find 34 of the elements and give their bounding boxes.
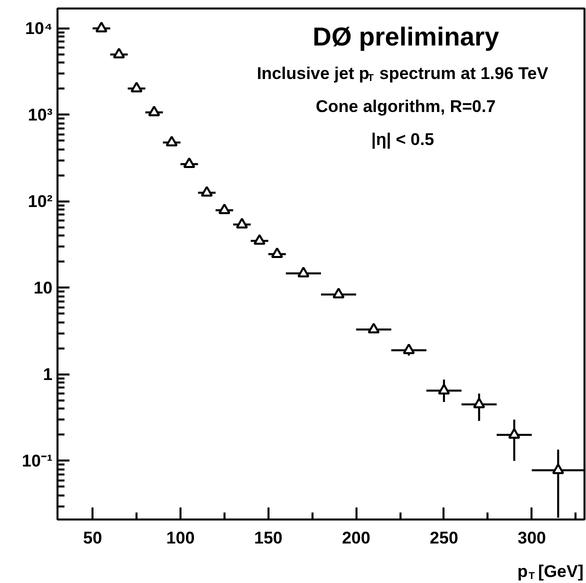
x-tick-label: 100	[166, 528, 195, 548]
point	[438, 384, 450, 394]
y-tick-label: 10	[34, 278, 53, 298]
point	[166, 136, 178, 146]
point	[148, 106, 160, 116]
y-tick-label: 10⁻¹	[22, 451, 53, 470]
y-tick-label: 10⁴	[25, 18, 53, 38]
point	[112, 48, 125, 58]
point	[218, 203, 230, 214]
point	[183, 157, 196, 168]
annotation: Cone algorithm, R=0.7	[316, 97, 496, 116]
point	[402, 344, 415, 354]
point	[297, 266, 310, 278]
point	[130, 82, 143, 92]
x-tick-label: 50	[83, 528, 102, 548]
text: DØ preliminary	[312, 22, 500, 52]
y-tick-label: 1	[43, 364, 53, 384]
point	[368, 322, 380, 334]
x-tick-label: 200	[342, 528, 370, 548]
y-tick-label: 10³	[28, 105, 53, 124]
point	[236, 218, 248, 228]
x-tick-label: 300	[518, 528, 546, 548]
annotation: |η| < 0.5	[371, 130, 434, 149]
point	[200, 186, 213, 197]
point	[332, 288, 345, 298]
y-tick-label: 10²	[28, 192, 53, 211]
point	[271, 247, 284, 258]
point	[254, 234, 266, 245]
point	[473, 398, 486, 408]
x-tick-label: 150	[254, 528, 282, 548]
x-tick-label: 250	[430, 528, 458, 548]
point	[552, 463, 564, 474]
point	[508, 428, 520, 439]
point	[95, 22, 108, 32]
